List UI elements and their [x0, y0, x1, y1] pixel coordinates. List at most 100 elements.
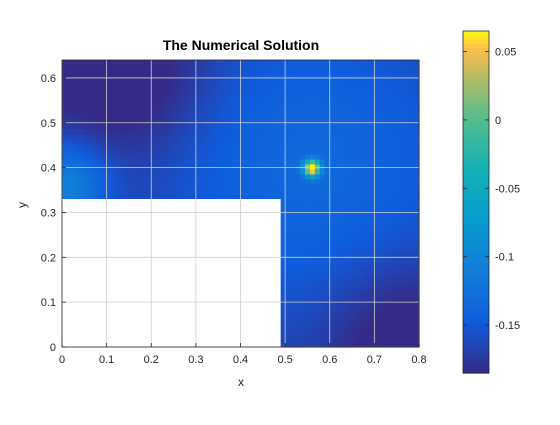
heatmap-cell	[394, 238, 400, 244]
colorbar-swatch	[463, 291, 489, 297]
heatmap-cell	[304, 292, 311, 299]
heatmap-cell	[344, 124, 351, 130]
heatmap-cell	[404, 297, 410, 304]
heatmap-cell	[285, 99, 291, 106]
heatmap-cell	[414, 149, 420, 155]
heatmap-cell	[91, 193, 98, 200]
heatmap-cell	[359, 149, 366, 155]
heatmap-cell	[225, 119, 232, 125]
heatmap-cell	[349, 60, 356, 66]
heatmap-cell	[369, 218, 375, 224]
heatmap-cell	[389, 114, 395, 120]
heatmap-cell	[300, 84, 306, 91]
heatmap-cell	[319, 337, 326, 343]
heatmap-cell	[389, 312, 395, 318]
heatmap-cell	[131, 89, 137, 96]
heatmap-cell	[66, 124, 73, 130]
heatmap-cell	[364, 149, 371, 155]
heatmap-cell	[384, 84, 390, 91]
heatmap-cell	[389, 292, 395, 299]
heatmap-cell	[91, 79, 98, 86]
heatmap-cell	[329, 238, 336, 244]
heatmap-cell	[414, 257, 420, 264]
heatmap-cell	[319, 149, 326, 155]
heatmap-cell	[394, 203, 400, 210]
heatmap-cell	[116, 79, 123, 86]
heatmap-cell	[384, 228, 390, 234]
heatmap-cell	[96, 168, 103, 175]
heatmap-cell	[384, 139, 390, 145]
heatmap-cell	[116, 84, 123, 91]
heatmap-cell	[171, 109, 177, 116]
colorbar-swatch	[463, 137, 489, 143]
heatmap-cell	[334, 302, 341, 309]
heatmap-cell	[121, 60, 128, 66]
heatmap-cell	[374, 277, 380, 284]
heatmap-cell	[389, 64, 395, 71]
heatmap-cell	[205, 114, 212, 120]
heatmap-cell	[240, 89, 247, 96]
heatmap-cell	[384, 257, 390, 264]
heatmap-cell	[285, 183, 291, 190]
heatmap-cell	[260, 114, 266, 120]
heatmap-cell	[409, 124, 415, 130]
heatmap-cell	[349, 139, 356, 145]
heatmap-cell	[309, 79, 316, 86]
heatmap-cell	[374, 178, 380, 185]
colorbar-swatch	[463, 125, 489, 130]
heatmap-cell	[399, 173, 405, 180]
heatmap-cell	[369, 272, 375, 279]
heatmap-cell	[324, 262, 331, 269]
heatmap-cell	[369, 342, 375, 348]
heatmap-cell	[314, 238, 321, 244]
heatmap-cell	[181, 168, 187, 175]
heatmap-cell	[171, 60, 177, 66]
heatmap-cell	[364, 218, 371, 224]
heatmap-cell	[225, 173, 232, 180]
heatmap-cell	[131, 124, 137, 130]
heatmap-cell	[111, 173, 118, 180]
heatmap-cell	[399, 287, 405, 294]
heatmap-cell	[369, 134, 375, 140]
heatmap-cell	[210, 149, 217, 155]
heatmap-cell	[309, 129, 316, 135]
heatmap-cell	[81, 134, 88, 140]
heatmap-cell	[364, 173, 371, 180]
heatmap-cell	[156, 60, 162, 66]
heatmap-cell	[91, 134, 98, 140]
heatmap-cell	[329, 307, 336, 313]
heatmap-cell	[285, 158, 291, 165]
heatmap-cell	[344, 342, 351, 348]
heatmap-cell	[300, 287, 306, 294]
heatmap-cell	[62, 89, 68, 96]
heatmap-cell	[354, 163, 361, 170]
heatmap-cell	[409, 149, 415, 155]
heatmap-cell	[280, 163, 286, 170]
heatmap-cell	[116, 173, 123, 180]
heatmap-cell	[280, 317, 286, 323]
heatmap-cell	[210, 84, 217, 91]
heatmap-cell	[409, 252, 415, 259]
heatmap-cell	[339, 178, 346, 185]
heatmap-cell	[240, 188, 247, 195]
heatmap-cell	[166, 173, 172, 180]
heatmap-cell	[285, 302, 291, 309]
heatmap-cell	[339, 238, 346, 244]
heatmap-cell	[314, 337, 321, 343]
heatmap-cell	[339, 243, 346, 249]
heatmap-cell	[314, 99, 321, 106]
heatmap-cell	[339, 79, 346, 86]
heatmap-cell	[181, 64, 187, 71]
heatmap-cell	[404, 332, 410, 338]
heatmap-cell	[349, 228, 356, 234]
heatmap-cell	[185, 99, 192, 106]
heatmap-cell	[374, 233, 380, 239]
heatmap-cell	[304, 69, 311, 76]
heatmap-cell	[161, 144, 167, 150]
heatmap-cell	[409, 144, 415, 150]
heatmap-cell	[220, 139, 227, 145]
heatmap-cell	[141, 64, 147, 71]
heatmap-cell	[166, 188, 172, 195]
heatmap-cell	[230, 134, 237, 140]
heatmap-cell	[314, 233, 321, 239]
